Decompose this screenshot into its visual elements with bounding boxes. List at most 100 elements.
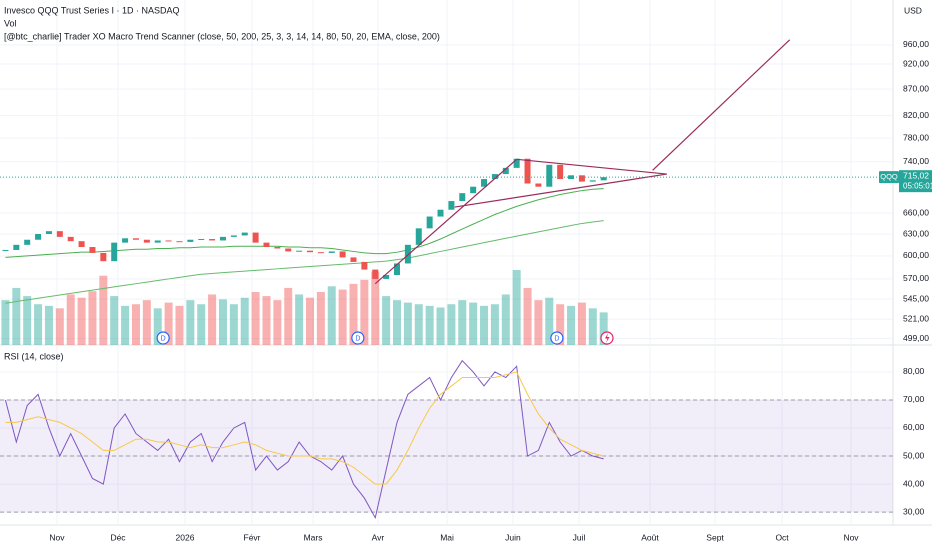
currency[interactable]: USD xyxy=(904,5,922,15)
volume-bar xyxy=(382,296,391,345)
moving-average xyxy=(5,188,604,258)
candle xyxy=(285,248,292,252)
x-tick-label: Févr xyxy=(244,532,261,542)
x-tick-label: Août xyxy=(641,532,659,542)
candle xyxy=(241,232,248,236)
x-tick-label: 2026 xyxy=(176,532,195,542)
symbol-tag xyxy=(879,171,899,184)
volume-bar xyxy=(175,305,184,345)
candle xyxy=(459,193,466,202)
volume-bar xyxy=(142,300,151,345)
volume-bar xyxy=(480,305,489,345)
volume-bar xyxy=(556,304,565,345)
dividend-marker xyxy=(550,331,564,345)
candle xyxy=(339,251,346,258)
x-tick-label: Sept xyxy=(706,532,724,542)
trend-line xyxy=(516,158,667,175)
volume-bar xyxy=(327,286,336,345)
volume-bar xyxy=(360,279,369,345)
trend-line xyxy=(454,173,667,208)
candle xyxy=(198,239,205,241)
candle xyxy=(317,252,324,254)
candle xyxy=(361,261,368,270)
x-tick-label: Nov xyxy=(49,532,65,542)
countdown-label: 05:05:01 xyxy=(903,181,932,190)
candle xyxy=(143,239,150,243)
volume-bar xyxy=(349,283,358,345)
y-tick-label: 80,00 xyxy=(903,366,925,376)
volume-bar xyxy=(458,300,467,345)
candle xyxy=(328,251,335,253)
candle xyxy=(513,158,520,168)
candle xyxy=(24,239,31,245)
candle xyxy=(437,209,444,217)
y-tick-label: 870,00 xyxy=(903,83,929,93)
volume-bar xyxy=(153,308,162,345)
trend-line xyxy=(374,158,518,285)
candle xyxy=(187,239,194,242)
volume-bar xyxy=(512,270,521,345)
x-tick-label: Mai xyxy=(440,532,454,542)
candle xyxy=(491,174,498,180)
volume-bar xyxy=(490,304,499,345)
volume-bar xyxy=(273,300,282,345)
symbol-label: QQQ xyxy=(880,172,898,181)
volume-bar xyxy=(240,297,249,345)
volume-bar xyxy=(425,305,434,345)
candle xyxy=(35,234,42,240)
price-tag xyxy=(899,170,932,193)
candle xyxy=(230,235,237,237)
indicator-label[interactable]: Vol xyxy=(4,18,17,28)
y-tick-label: 600,00 xyxy=(903,250,929,260)
candle xyxy=(350,257,357,262)
volume-bar xyxy=(44,305,53,345)
y-tick-label: 630,00 xyxy=(903,228,929,238)
volume-bar xyxy=(545,297,554,345)
candle xyxy=(13,244,20,250)
volume-bar xyxy=(523,287,532,345)
indicator-label[interactable]: [@btc_charlie] Trader XO Macro Trend Sca… xyxy=(4,31,440,41)
candle xyxy=(481,179,488,187)
x-tick-label: Juin xyxy=(505,532,521,542)
candle xyxy=(557,164,564,180)
volume-bar xyxy=(305,297,314,345)
volume-bar xyxy=(164,302,173,345)
volume-bar xyxy=(88,291,97,345)
candle xyxy=(132,238,139,240)
y-tick-label: 570,00 xyxy=(903,273,929,283)
y-tick-label: 70,00 xyxy=(903,394,925,404)
candle xyxy=(306,250,313,253)
candle xyxy=(78,241,85,248)
y-tick-label: 499,00 xyxy=(903,333,929,343)
volume-bar xyxy=(284,287,293,345)
volume-bar xyxy=(99,275,108,345)
candle xyxy=(470,186,477,194)
volume-bar xyxy=(55,308,64,345)
moving-average xyxy=(5,220,604,304)
candle xyxy=(448,201,455,210)
volume-bar xyxy=(577,302,586,345)
flash-icon xyxy=(600,331,614,345)
rsi-title[interactable]: RSI (14, close) xyxy=(4,351,64,361)
y-tick-label: 920,00 xyxy=(903,58,929,68)
candle xyxy=(524,158,531,184)
y-tick-label: 740,00 xyxy=(903,156,929,166)
candle xyxy=(404,244,411,264)
volume-bar xyxy=(34,304,43,345)
candle xyxy=(89,247,96,253)
volume-bar xyxy=(403,302,412,345)
volume-bar xyxy=(436,307,445,345)
volume-bar xyxy=(447,304,456,345)
candle xyxy=(252,232,259,243)
candle xyxy=(56,231,63,237)
candle xyxy=(372,269,379,279)
y-tick-label: 660,00 xyxy=(903,207,929,217)
y-tick-label: 780,00 xyxy=(903,132,929,142)
candle xyxy=(111,242,118,262)
candle xyxy=(502,167,509,175)
candle xyxy=(426,216,433,229)
last-price-label: 715,02 xyxy=(903,170,929,180)
candle xyxy=(578,175,585,182)
